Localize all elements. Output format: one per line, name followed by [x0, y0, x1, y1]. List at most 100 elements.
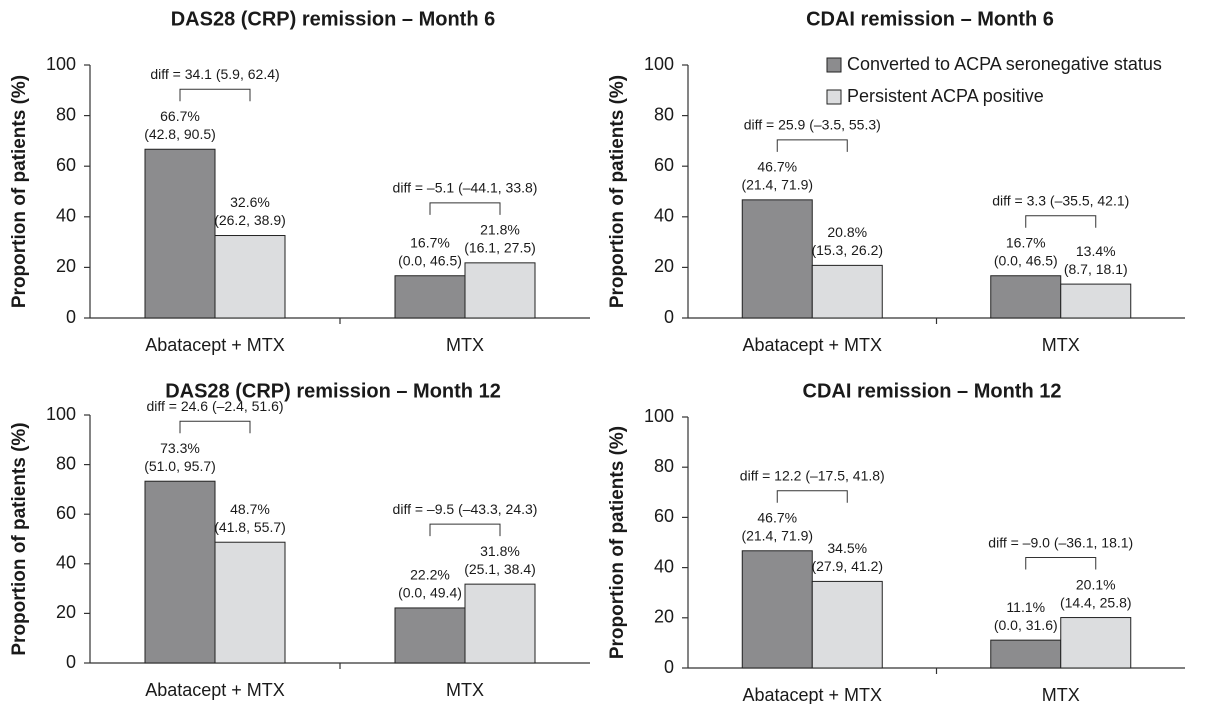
bar	[464, 262, 536, 319]
y-tick-label: 20	[654, 256, 674, 276]
bar	[990, 639, 1062, 669]
bar	[811, 264, 883, 319]
x-tick-label: Abatacept + MTX	[145, 680, 285, 700]
ci-label: (25.1, 38.4)	[464, 561, 536, 577]
diff-bracket	[429, 523, 501, 537]
value-label: 66.7%	[160, 108, 200, 124]
y-axis-label: Proportion of patients (%)	[9, 75, 30, 308]
diff-bracket	[776, 139, 848, 152]
x-tick-label: MTX	[1042, 335, 1080, 355]
y-tick-label: 100	[644, 54, 674, 74]
chart-title: DAS28 (CRP) remission – Month 12	[165, 380, 501, 402]
bar	[464, 583, 536, 664]
y-tick-label: 20	[654, 607, 674, 627]
y-tick-label: 0	[66, 652, 76, 672]
diff-bracket	[179, 420, 251, 434]
y-tick-label: 20	[56, 256, 76, 276]
y-axis-label: Proportion of patients (%)	[9, 422, 30, 655]
value-label: 31.8%	[480, 543, 520, 559]
bar	[394, 607, 466, 664]
value-label: 13.4%	[1076, 243, 1116, 259]
y-tick-label: 80	[654, 456, 674, 476]
x-tick-label: Abatacept + MTX	[742, 685, 882, 704]
diff-bracket	[1025, 557, 1097, 570]
bar	[1060, 617, 1132, 669]
legend-label: Converted to ACPA seronegative status	[847, 54, 1162, 74]
diff-annotation: diff = 34.1 (5.9, 62.4)	[150, 66, 279, 82]
value-label: 73.3%	[160, 440, 200, 456]
ci-label: (27.9, 41.2)	[811, 558, 883, 574]
diff-annotation: diff = 25.9 (–3.5, 55.3)	[744, 117, 881, 133]
diff-annotation: diff = 24.6 (–2.4, 51.6)	[146, 398, 283, 414]
legend-label: Persistent ACPA positive	[847, 86, 1044, 106]
bar	[811, 580, 883, 669]
y-tick-label: 60	[56, 155, 76, 175]
y-tick-label: 80	[56, 453, 76, 473]
bar	[144, 480, 216, 664]
value-label: 20.8%	[827, 224, 867, 240]
ci-label: (16.1, 27.5)	[464, 240, 536, 256]
y-tick-label: 40	[654, 556, 674, 576]
diff-bracket	[429, 202, 501, 215]
bar	[214, 235, 286, 319]
ci-label: (8.7, 18.1)	[1064, 261, 1128, 277]
x-tick-label: MTX	[446, 335, 484, 355]
y-tick-label: 100	[644, 406, 674, 426]
y-tick-label: 0	[66, 307, 76, 327]
ci-label: (51.0, 95.7)	[144, 458, 216, 474]
bar	[214, 541, 286, 664]
ci-label: (15.3, 26.2)	[811, 242, 883, 258]
y-axis-label: Proportion of patients (%)	[607, 75, 628, 308]
y-tick-label: 40	[654, 206, 674, 226]
bar	[741, 199, 813, 319]
chart-title: CDAI remission – Month 12	[803, 380, 1062, 402]
value-label: 11.1%	[1006, 599, 1045, 615]
x-tick-label: Abatacept + MTX	[145, 335, 285, 355]
diff-bracket	[179, 88, 251, 102]
y-tick-label: 60	[56, 503, 76, 523]
value-label: 46.7%	[757, 509, 797, 525]
y-tick-label: 60	[654, 506, 674, 526]
bar	[144, 148, 216, 319]
y-tick-label: 40	[56, 206, 76, 226]
bar	[990, 275, 1062, 319]
ci-label: (14.4, 25.8)	[1060, 594, 1132, 610]
value-label: 32.6%	[230, 194, 270, 210]
ci-label: (26.2, 38.9)	[214, 212, 286, 228]
ci-label: (21.4, 71.9)	[741, 527, 813, 543]
value-label: 34.5%	[827, 540, 867, 556]
y-axis-label: Proportion of patients (%)	[607, 426, 628, 659]
diff-bracket	[1025, 215, 1097, 228]
value-label: 16.7%	[410, 234, 450, 250]
x-tick-label: MTX	[1042, 685, 1080, 704]
y-tick-label: 0	[664, 307, 674, 327]
y-tick-label: 100	[46, 404, 76, 424]
x-tick-label: Abatacept + MTX	[742, 335, 882, 355]
y-tick-label: 0	[664, 657, 674, 677]
value-label: 20.1%	[1076, 576, 1116, 592]
ci-label: (0.0, 46.5)	[994, 252, 1058, 268]
ci-label: (41.8, 55.7)	[214, 519, 286, 535]
y-tick-label: 60	[654, 155, 674, 175]
diff-bracket	[776, 490, 848, 503]
y-tick-label: 80	[56, 104, 76, 124]
y-tick-label: 100	[46, 54, 76, 74]
ci-label: (21.4, 71.9)	[741, 177, 813, 193]
y-tick-label: 80	[654, 104, 674, 124]
diff-annotation: diff = 3.3 (–35.5, 42.1)	[992, 192, 1129, 208]
value-label: 46.7%	[757, 159, 797, 175]
diff-annotation: diff = –9.5 (–43.3, 24.3)	[393, 501, 538, 517]
value-label: 21.8%	[480, 222, 520, 238]
value-label: 48.7%	[230, 501, 270, 517]
bar	[394, 275, 466, 319]
diff-annotation: diff = –9.0 (–36.1, 18.1)	[988, 534, 1133, 550]
diff-annotation: diff = –5.1 (–44.1, 33.8)	[393, 180, 538, 196]
ci-label: (0.0, 49.4)	[398, 585, 462, 601]
value-label: 16.7%	[1006, 234, 1046, 250]
x-tick-label: MTX	[446, 680, 484, 700]
bar	[741, 550, 813, 669]
bar	[1060, 283, 1132, 319]
ci-label: (42.8, 90.5)	[144, 126, 216, 142]
value-label: 22.2%	[410, 567, 450, 583]
